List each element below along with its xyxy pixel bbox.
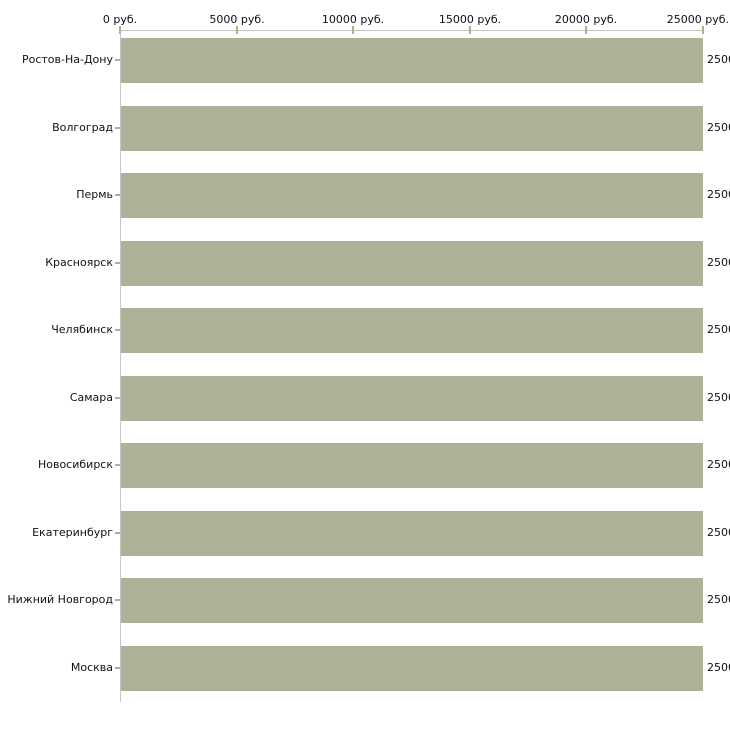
x-axis-line: [120, 30, 704, 31]
bar-value-label: 25000 руб.: [707, 188, 730, 201]
bar-value-label: 25000 руб.: [707, 391, 730, 404]
y-axis-category-label: Самара: [69, 391, 113, 404]
x-axis-tick-label: 5000 руб.: [209, 13, 265, 26]
x-axis-tick-mark: [352, 26, 354, 34]
bar-value-label: 25000 руб.: [707, 121, 730, 134]
bar-value-label: 25000 руб.: [707, 256, 730, 269]
x-axis-tick-mark: [469, 26, 471, 34]
x-axis-tick-label: 20000 руб.: [554, 13, 618, 26]
y-axis-tick-mark: [115, 667, 120, 669]
x-axis-tick-label: 10000 руб.: [321, 13, 385, 26]
bar-samara: [121, 376, 703, 421]
y-axis-tick-mark: [115, 532, 120, 534]
bar-krasnoyarsk: [121, 241, 703, 286]
y-axis-category-label: Челябинск: [51, 323, 113, 336]
bar-value-label: 25000 руб.: [707, 323, 730, 336]
bar-novosibirsk: [121, 443, 703, 488]
y-axis-category-label: Волгоград: [52, 121, 113, 134]
bar-value-label: 25000 руб.: [707, 526, 730, 539]
bar-volgograd: [121, 106, 703, 151]
y-axis-tick-mark: [115, 464, 120, 466]
y-axis-tick-mark: [115, 262, 120, 264]
bar-rostov-na-donu: [121, 38, 703, 83]
x-axis-tick-label: 15000 руб.: [438, 13, 502, 26]
bar-value-label: 25000 руб.: [707, 53, 730, 66]
x-axis-tick-mark: [702, 26, 704, 34]
y-axis-tick-mark: [115, 599, 120, 601]
bar-nizhny-novgorod: [121, 578, 703, 623]
y-axis-tick-mark: [115, 397, 120, 399]
y-axis-category-label: Новосибирск: [37, 458, 113, 471]
bar-value-label: 25000 руб.: [707, 593, 730, 606]
y-axis-category-label: Нижний Новгород: [7, 593, 113, 606]
x-axis-tick-mark: [585, 26, 587, 34]
bar-value-label: 25000 руб.: [707, 661, 730, 674]
y-axis-tick-mark: [115, 194, 120, 196]
y-axis-category-label: Москва: [70, 661, 113, 674]
bar-perm: [121, 173, 703, 218]
x-axis-tick-mark: [236, 26, 238, 34]
y-axis-category-label: Красноярск: [45, 256, 113, 269]
y-axis-tick-mark: [115, 127, 120, 129]
bar-chelyabinsk: [121, 308, 703, 353]
y-axis-category-label: Пермь: [76, 188, 113, 201]
x-axis-tick-label: 0 руб.: [102, 13, 138, 26]
x-axis-tick-label: 25000 руб.: [666, 13, 729, 26]
bar-value-label: 25000 руб.: [707, 458, 730, 471]
x-axis-tick-mark: [119, 26, 121, 34]
y-axis-tick-mark: [115, 329, 120, 331]
y-axis-line: [120, 28, 121, 702]
bar-ekaterinburg: [121, 511, 703, 556]
bar-moskva: [121, 646, 703, 691]
y-axis-tick-mark: [115, 59, 120, 61]
y-axis-category-label: Ростов-На-Дону: [21, 53, 113, 66]
y-axis-category-label: Екатеринбург: [32, 526, 113, 539]
